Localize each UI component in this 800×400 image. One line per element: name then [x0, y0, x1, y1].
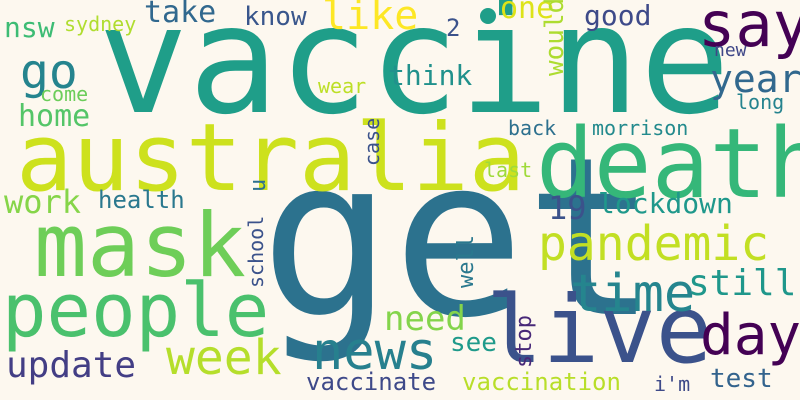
- word-long: long: [736, 92, 784, 112]
- word-im: i'm: [654, 374, 690, 394]
- word-school: school: [246, 216, 266, 288]
- word-come: come: [40, 84, 88, 104]
- word-19: 19: [548, 192, 587, 224]
- word-good: good: [584, 2, 651, 30]
- word-stop: stop: [514, 315, 536, 368]
- word-last: last: [484, 160, 532, 180]
- word-time: time: [570, 268, 695, 320]
- word-health: health: [98, 188, 185, 212]
- word-lockdown: lockdown: [598, 190, 733, 218]
- word-update: update: [6, 348, 136, 384]
- word-morrison: morrison: [592, 118, 688, 138]
- word-see: see: [450, 330, 497, 356]
- word-vaccination: vaccination: [462, 370, 621, 394]
- word-nsw: nsw: [4, 14, 55, 42]
- word-test: test: [710, 366, 773, 392]
- word-vaccinate: vaccinate: [306, 370, 436, 394]
- word-think: think: [388, 62, 472, 90]
- word-would: would: [542, 0, 568, 76]
- word-2: 2: [446, 16, 460, 40]
- word-still: still: [688, 266, 796, 302]
- word-well: well: [456, 235, 478, 288]
- word-take: take: [144, 0, 216, 28]
- dot-mark: [480, 8, 496, 24]
- word-back: back: [508, 118, 556, 138]
- word-sydney: sydney: [64, 14, 136, 34]
- word-case: case: [362, 118, 382, 166]
- word-work: work: [4, 186, 81, 218]
- word-like: like: [322, 0, 418, 36]
- word-day: day: [700, 308, 800, 364]
- word-week: week: [166, 334, 282, 382]
- word-home: home: [18, 102, 90, 132]
- word-wear: wear: [318, 76, 366, 96]
- word-know: know: [244, 4, 307, 30]
- word-pandemic: pandemic: [538, 220, 769, 268]
- word-new: new: [714, 42, 747, 60]
- word-u: u: [248, 179, 270, 192]
